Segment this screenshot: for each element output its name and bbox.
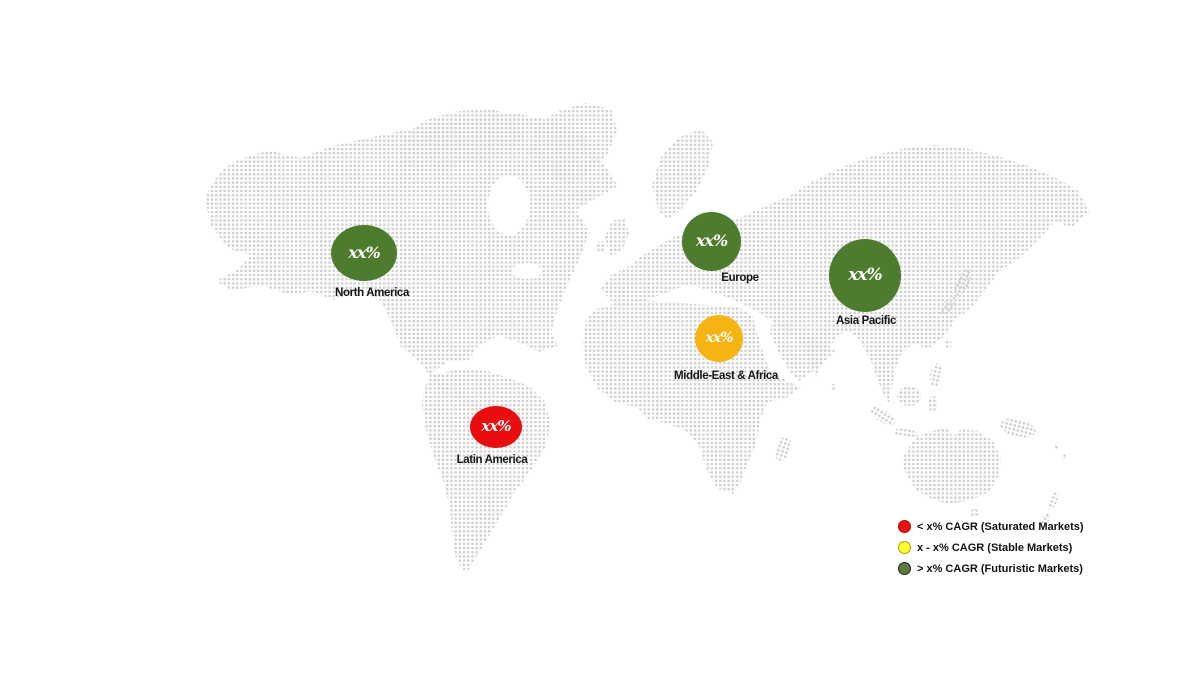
continent-greenland [529, 103, 617, 183]
region-value-north-america: xx% [348, 242, 380, 262]
legend-label-futuristic: > x% CAGR (Futuristic Markets) [917, 562, 1083, 575]
water-cutouts [488, 175, 542, 279]
continents-group [205, 103, 1090, 574]
region-value-asia-pacific: xx% [848, 264, 882, 285]
legend-item-stable: x - x% CAGR (Stable Markets) [898, 541, 1084, 554]
island-ireland [596, 241, 606, 253]
legend-item-saturated: < x% CAGR (Saturated Markets) [898, 520, 1084, 533]
great-lakes [512, 263, 542, 279]
region-bubble-asia-pacific: xx% [829, 239, 901, 312]
islands-new-zealand [1037, 492, 1059, 530]
region-bubble-latin-america: xx% [470, 406, 522, 448]
region-label-latin-america: Latin America [456, 452, 528, 466]
island-great-britain [605, 217, 629, 256]
islands-caribbean [416, 336, 468, 355]
legend-swatch-stable-icon [898, 541, 911, 554]
region-label-asia-pacific: Asia Pacific [835, 313, 897, 327]
region-bubble-europe: xx% [682, 212, 741, 271]
continent-south-america [422, 369, 551, 574]
region-bubble-north-america: xx% [331, 225, 397, 281]
legend-label-saturated: < x% CAGR (Saturated Markets) [917, 520, 1084, 533]
hudson-bay [488, 175, 530, 235]
region-value-europe: xx% [695, 231, 728, 250]
legend-item-futuristic: > x% CAGR (Futuristic Markets) [898, 562, 1084, 575]
region-label-europe: Europe [721, 270, 759, 284]
islands-east-asia [929, 268, 972, 387]
region-value-middle-east-africa: xx% [705, 329, 734, 346]
region-bubble-middle-east-africa: xx% [695, 315, 743, 362]
region-label-north-america: North America [335, 285, 409, 299]
continent-africa [582, 300, 801, 494]
continent-arabia [770, 318, 836, 381]
islands-canadian-arctic [398, 109, 525, 171]
region-label-middle-east-africa: Middle-East & Africa [674, 368, 778, 382]
region-value-latin-america: xx% [481, 417, 511, 435]
legend: < x% CAGR (Saturated Markets) x - x% CAG… [898, 520, 1084, 575]
islands-southeast-asia [870, 386, 1067, 460]
island-tasmania [970, 509, 980, 517]
island-madagascar [775, 436, 791, 462]
legend-swatch-futuristic-icon [898, 562, 911, 575]
continent-scandinavia [652, 129, 713, 219]
legend-label-stable: x - x% CAGR (Stable Markets) [917, 541, 1073, 554]
island-iceland [571, 190, 593, 202]
island-sri-lanka [830, 384, 836, 390]
continent-australia [901, 427, 1001, 504]
legend-swatch-saturated-icon [898, 520, 911, 533]
